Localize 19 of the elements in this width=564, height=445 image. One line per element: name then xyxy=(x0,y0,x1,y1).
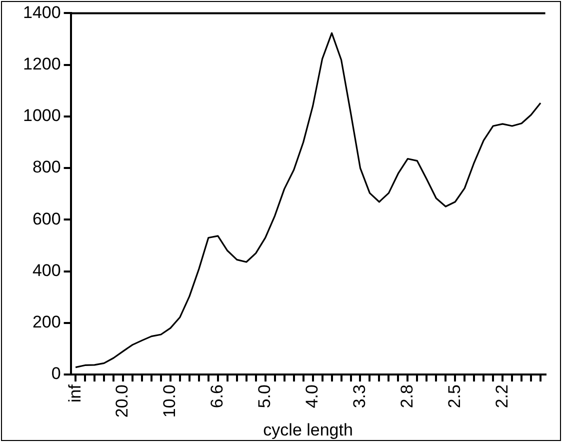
x-tick-label: 10.0 xyxy=(160,384,180,418)
y-tick-label: 200 xyxy=(32,312,61,332)
x-tick-label: 4.0 xyxy=(302,384,322,408)
y-tick-label: 1000 xyxy=(22,106,61,126)
x-tick-label: 2.2 xyxy=(492,384,512,408)
x-tick-label: 2.8 xyxy=(397,384,416,408)
y-tick-label: 0 xyxy=(51,364,61,384)
y-tick-label: 800 xyxy=(32,158,61,177)
x-tick-label: 3.3 xyxy=(350,384,369,408)
y-tick-label: 400 xyxy=(32,260,61,280)
x-tick-label: inf xyxy=(65,384,84,402)
x-tick-label: 2.5 xyxy=(444,384,464,408)
y-tick-label: 1200 xyxy=(22,54,61,74)
x-tick-label: 20.0 xyxy=(112,384,132,418)
y-tick-label: 600 xyxy=(32,209,61,228)
y-tick-label: 1400 xyxy=(22,2,61,22)
x-tick-label: 6.6 xyxy=(208,384,227,408)
x-tick-label: 5.0 xyxy=(255,384,274,408)
x-axis-title: cycle length xyxy=(263,420,353,440)
